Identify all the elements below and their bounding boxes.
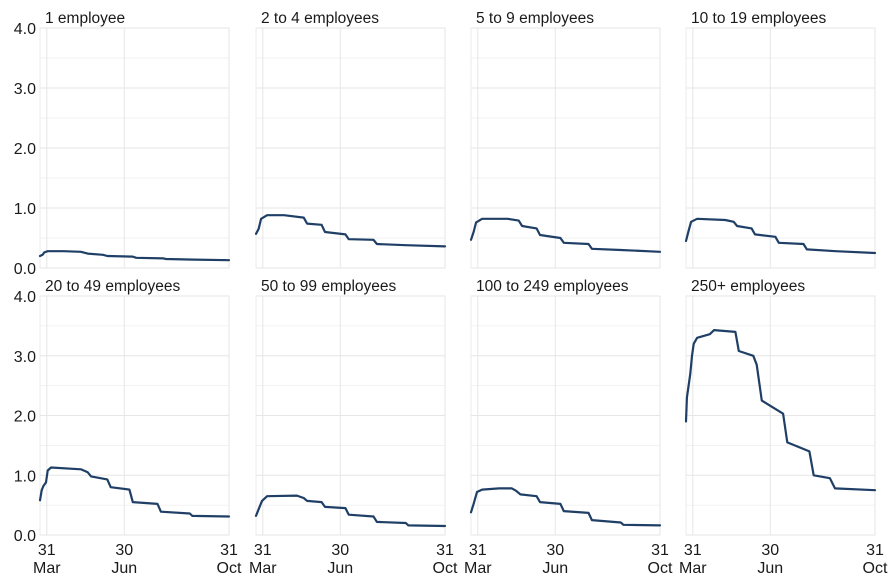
series-line bbox=[684, 217, 877, 255]
x-tick-label: Oct bbox=[863, 560, 888, 577]
x-tick-label: 31 bbox=[651, 542, 669, 559]
panel: 20 to 49 employees0.01.02.03.04.031Mar30… bbox=[14, 278, 242, 577]
x-tick-label: Mar bbox=[249, 560, 277, 577]
panel-title: 1 employee bbox=[45, 10, 125, 27]
series-line bbox=[254, 494, 447, 528]
panel-title: 2 to 4 employees bbox=[261, 10, 379, 27]
y-tick-label: 3.0 bbox=[14, 349, 36, 366]
panel-title: 50 to 99 employees bbox=[261, 278, 397, 295]
panel: 1 employee 0.0 1.0 2.0 3.0 4.0 bbox=[14, 10, 231, 278]
x-tick-label: 31 bbox=[38, 542, 56, 559]
x-tick-label: 31 bbox=[220, 542, 238, 559]
x-tick-label: Jun bbox=[757, 560, 783, 577]
y-tick-label: 1.0 bbox=[14, 468, 36, 485]
panel-title: 100 to 249 employees bbox=[476, 278, 629, 295]
series-line bbox=[254, 214, 447, 248]
y-tick-label: 4.0 bbox=[14, 289, 36, 306]
x-tick-label: 30 bbox=[331, 542, 349, 559]
series-line bbox=[38, 466, 231, 518]
y-tick-label: 0.0 bbox=[14, 528, 36, 545]
series-line bbox=[469, 487, 662, 527]
x-tick-label: 30 bbox=[761, 542, 779, 559]
panel-title: 10 to 19 employees bbox=[691, 10, 827, 27]
x-tick-label: Jun bbox=[327, 560, 353, 577]
x-tick-label: 31 bbox=[254, 542, 272, 559]
series-line bbox=[38, 250, 231, 262]
x-tick-label: Mar bbox=[679, 560, 707, 577]
x-tick-label: 31 bbox=[436, 542, 454, 559]
series-line bbox=[684, 329, 877, 492]
x-tick-label: 31 bbox=[469, 542, 487, 559]
series-line bbox=[469, 217, 662, 253]
y-tick-label: 1.0 bbox=[14, 201, 36, 218]
x-tick-label: Oct bbox=[433, 560, 458, 577]
y-tick-label: 3.0 bbox=[14, 81, 36, 98]
x-tick-label: Mar bbox=[464, 560, 492, 577]
x-tick-label: Oct bbox=[648, 560, 673, 577]
x-tick-label: Oct bbox=[217, 560, 242, 577]
panel-title: 5 to 9 employees bbox=[476, 10, 594, 27]
x-tick-label: Mar bbox=[33, 560, 61, 577]
panel: 5 to 9 employees bbox=[469, 10, 662, 269]
x-tick-label: Jun bbox=[542, 560, 568, 577]
x-tick-label: 30 bbox=[546, 542, 564, 559]
panel: 2 to 4 employees bbox=[254, 10, 447, 269]
y-tick-label: 0.0 bbox=[14, 261, 36, 278]
x-tick-label: 31 bbox=[866, 542, 884, 559]
x-tick-label: 31 bbox=[684, 542, 702, 559]
x-tick-label: Jun bbox=[111, 560, 137, 577]
panel-title: 20 to 49 employees bbox=[45, 278, 181, 295]
y-tick-label: 4.0 bbox=[14, 21, 36, 38]
panel: 10 to 19 employees bbox=[684, 10, 877, 269]
panel-title: 250+ employees bbox=[691, 278, 805, 295]
x-tick-label: 30 bbox=[115, 542, 133, 559]
y-tick-label: 2.0 bbox=[14, 409, 36, 426]
y-tick-label: 2.0 bbox=[14, 141, 36, 158]
